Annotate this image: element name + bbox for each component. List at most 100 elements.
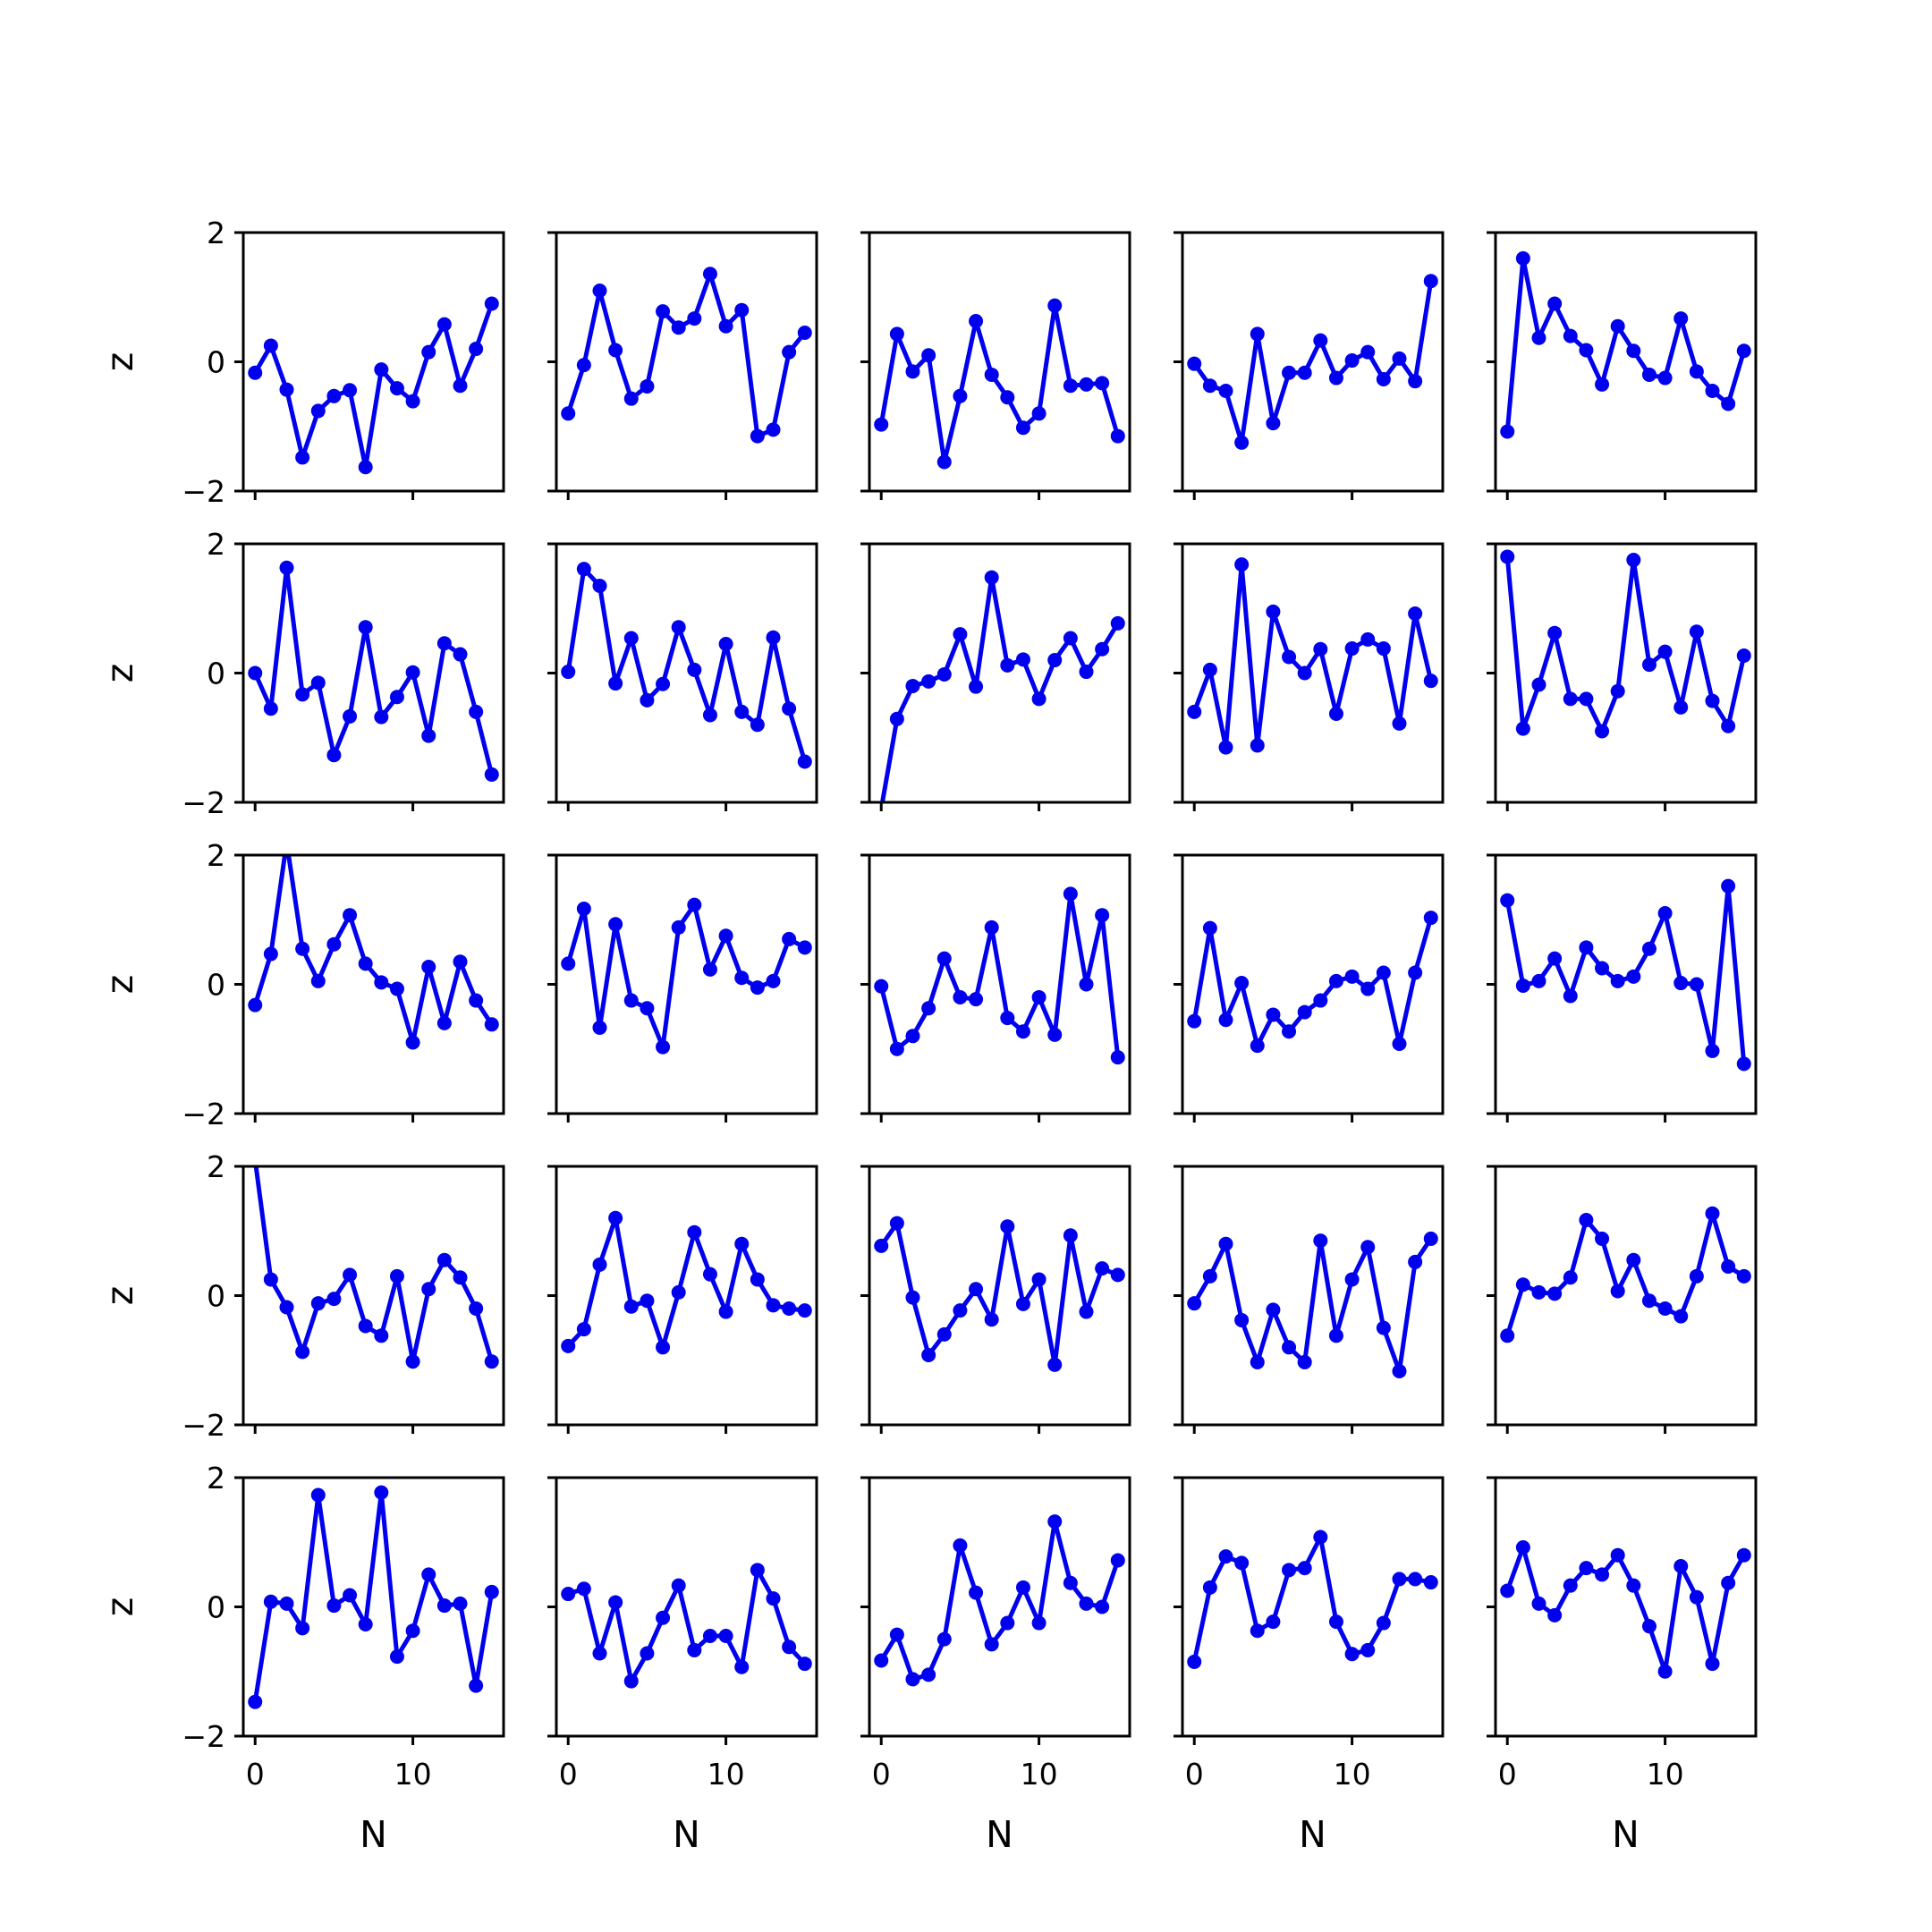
data-point [702,708,717,723]
data-point [797,1303,812,1318]
data-point [1079,665,1094,680]
data-point [1266,416,1281,431]
data-point [718,928,733,944]
data-point [576,358,591,373]
data-point [1610,318,1625,334]
series-line [252,565,495,775]
data-point [1531,973,1546,988]
data-point [1408,1254,1423,1269]
data-point [326,936,342,952]
data-point [1079,377,1094,392]
data-point [1626,1578,1641,1593]
data-point [671,1284,686,1300]
data-point [1282,365,1297,380]
data-point [1705,384,1720,399]
data-point [1531,330,1546,345]
data-point [797,325,812,340]
data-point [1095,1599,1110,1614]
data-point [1736,1268,1751,1284]
data-point [969,313,984,328]
data-point [248,365,263,380]
data-point [1282,1563,1297,1578]
data-point [1408,606,1423,622]
data-point [1000,1011,1015,1026]
data-point [1579,691,1594,707]
data-point [405,1354,420,1369]
data-point [1500,1328,1515,1343]
subplot-r5-c4: 0 10N [1174,1476,1445,1856]
data-point [1000,657,1015,673]
data-point [718,636,733,651]
data-point [469,993,484,1008]
data-point [1563,988,1578,1004]
data-point [1595,1567,1610,1582]
data-point [984,367,999,382]
data-point [1674,976,1689,991]
data-point [1015,652,1030,667]
data-point [1250,738,1265,753]
data-point [718,1629,733,1644]
data-point [1423,1231,1438,1246]
data-point [1297,365,1312,380]
x-axis-label: N [1612,1813,1640,1856]
data-point [389,1268,404,1284]
data-point [1610,683,1625,699]
data-point [343,908,358,923]
x-tick-label: 10 [708,1757,745,1792]
data-point [389,690,404,705]
data-point [1250,1354,1265,1369]
plot-area [251,1166,499,1369]
subplot-r2-c2 [547,542,818,811]
axes-frame [242,853,505,1115]
plot-area [874,886,1125,1065]
series-line [1191,917,1434,1048]
data-point [1344,353,1360,369]
x-tick-label: 0 [246,1757,265,1792]
data-point [656,1039,671,1055]
data-point [1313,1530,1328,1545]
data-point [1328,370,1343,386]
data-point [326,748,342,763]
data-point [1047,653,1063,668]
data-point [1095,908,1110,923]
data-point [782,701,797,716]
data-point [1250,1623,1265,1639]
data-point [484,767,499,782]
subplot-r5-c1: −2 0 2 0 10 z N [98,1461,505,1856]
data-point [1328,707,1343,722]
data-point [1626,1252,1641,1267]
data-point [936,951,952,966]
data-point [1736,648,1751,663]
data-point [953,1538,968,1553]
data-point [656,304,671,319]
data-point [1187,1013,1202,1029]
subplot-r1-c2 [547,231,818,500]
data-point [687,1642,702,1657]
data-point [421,1567,436,1582]
data-point [702,1267,717,1282]
plot-area [874,1216,1125,1372]
data-point [623,1299,639,1314]
y-axis-label: z [98,1286,141,1306]
data-point [295,450,310,465]
y-tick-label: 0 [207,1590,225,1625]
subplot-r1-c4 [1174,231,1445,500]
data-point [734,1236,750,1251]
data-point [1423,1575,1438,1590]
data-point [1328,973,1343,988]
data-point [1282,1024,1297,1039]
data-point [453,647,468,662]
data-point [453,954,468,970]
series-line [1504,556,1747,734]
data-point [969,992,984,1007]
subplot-r2-c3 [860,542,1131,811]
data-point [576,1322,591,1337]
data-point [1376,1320,1391,1335]
plot-area [1187,274,1438,450]
series-line [1504,1545,1746,1674]
data-point [248,997,263,1013]
data-point [782,1640,797,1655]
data-point [623,631,639,646]
data-point [969,1585,984,1600]
